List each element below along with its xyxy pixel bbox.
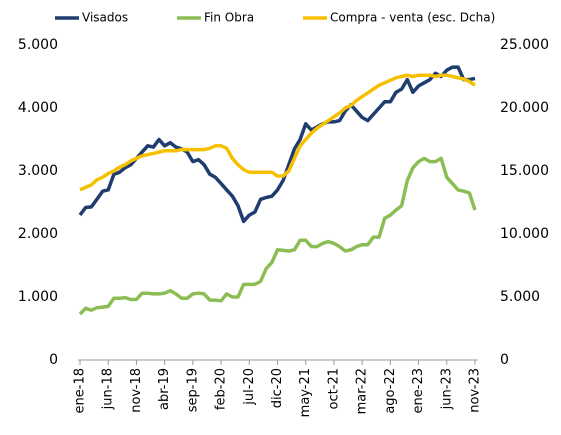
y-tick-label: 0 [49,352,58,368]
series-line [79,73,476,192]
y-tick-label: 1.000 [18,289,58,305]
x-tick-label: jun-18 [101,368,116,410]
x-tick-label: mar-22 [355,368,370,414]
x-tick-label: dic-20 [270,368,285,408]
legend-label: Compra - venta (esc. Dcha) [330,11,495,25]
y2-tick-label: 25.000 [500,37,549,53]
x-tick-label: jun-23 [439,368,454,410]
x-tick-label: ene-23 [411,368,426,413]
y2-tick-label: 10.000 [500,226,549,242]
x-tick-label: nov-18 [129,368,144,413]
x-tick-label: jul-20 [242,368,257,406]
y-tick-label: 4.000 [18,100,58,116]
x-tick-label: nov-23 [468,368,483,413]
series-line [78,156,477,316]
y2-tick-label: 20.000 [500,100,549,116]
legend-label: Fin Obra [204,11,254,25]
x-tick-label: ago-22 [383,368,398,414]
y-tick-label: 2.000 [18,226,58,242]
y2-tick-label: 0 [500,352,509,368]
y2-tick-label: 15.000 [500,163,549,179]
x-tick-label: may-21 [298,368,313,417]
legend-label: Visados [82,11,128,25]
x-tick-label: feb-20 [214,368,229,410]
x-tick-label: oct-21 [326,368,341,409]
x-tick-label: sep-19 [185,368,200,412]
x-tick-label: ene-18 [73,368,88,413]
y-tick-label: 3.000 [18,163,58,179]
x-tick-label: abr-19 [157,368,172,410]
series-line [78,65,476,224]
y-tick-label: 5.000 [18,37,58,53]
y2-tick-label: 5.000 [500,289,540,305]
